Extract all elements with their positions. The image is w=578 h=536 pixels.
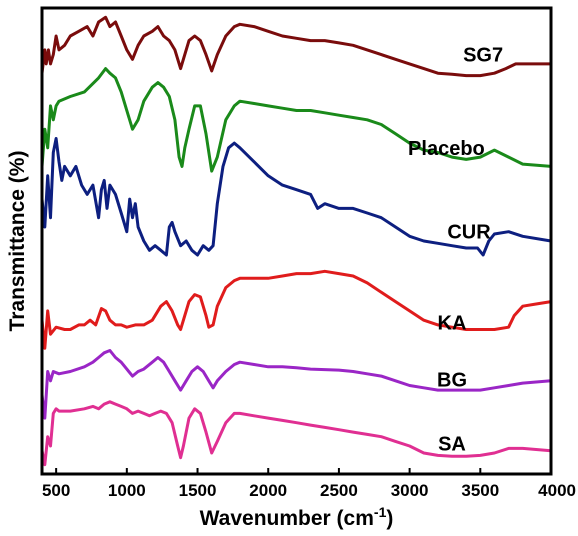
series-line-ka (40, 269, 553, 350)
y-axis-title: Transmittance (%) (6, 151, 29, 332)
series-label-bg: BG (437, 369, 467, 391)
plot-frame (40, 6, 553, 476)
plot-area: SG7 Placebo CUR KA BG SA (40, 15, 553, 467)
series-line-placebo (40, 67, 553, 173)
series-line-cur (40, 137, 553, 257)
x-axis: 500 1000 1500 2000 2500 3000 3500 4000 (42, 468, 576, 500)
x-tick-label: 500 (42, 481, 70, 500)
x-tick-label: 4000 (538, 481, 576, 500)
x-axis-title: Wavenumber (cm-1) (200, 504, 394, 530)
series-label-sg7: SG7 (463, 45, 503, 67)
x-tick-label: 1500 (179, 481, 217, 500)
series-line-sg7 (40, 15, 553, 78)
x-axis-title-end: ) (386, 507, 393, 530)
x-tick-label: 2500 (320, 481, 358, 500)
series-line-bg (40, 349, 553, 420)
x-tick-label: 3000 (391, 481, 429, 500)
series-line-sa (40, 400, 553, 467)
x-axis-title-text: Wavenumber (cm (200, 507, 374, 530)
x-tick-label: 3500 (461, 481, 499, 500)
series-label-ka: KA (438, 313, 467, 335)
series-label-sa: SA (438, 434, 466, 456)
x-tick-label: 1000 (108, 481, 146, 500)
x-axis-title-superscript: -1 (374, 504, 387, 520)
x-tick-label: 2000 (249, 481, 287, 500)
series-label-cur: CUR (447, 222, 491, 244)
series-label-placebo: Placebo (408, 138, 485, 160)
